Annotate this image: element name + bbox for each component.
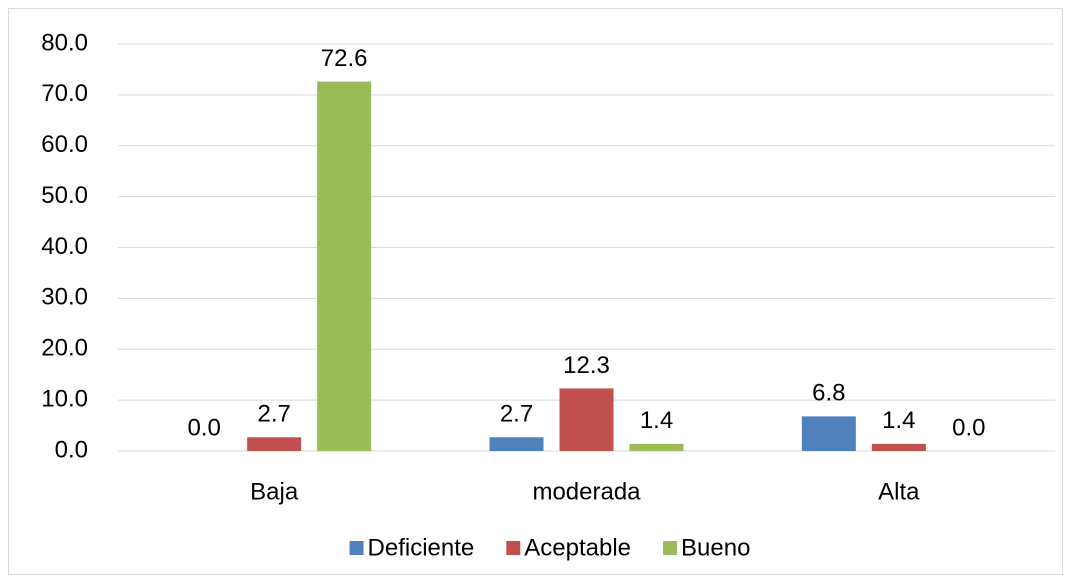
data-label: 0.0 <box>952 414 985 441</box>
x-tick-label: Alta <box>878 478 920 505</box>
x-tick-label: Baja <box>250 478 299 505</box>
legend-swatch <box>349 541 364 555</box>
y-tick-label: 80.0 <box>41 29 88 56</box>
bar <box>317 81 372 452</box>
data-label: 72.6 <box>321 45 368 72</box>
y-tick-label: 10.0 <box>41 385 88 412</box>
data-label: 0.0 <box>187 414 220 441</box>
x-tick-label: moderada <box>532 478 641 505</box>
chart-border <box>8 8 1063 575</box>
bar <box>559 388 614 451</box>
y-tick-label: 50.0 <box>41 182 88 209</box>
data-label: 1.4 <box>640 407 673 434</box>
y-tick-label: 70.0 <box>41 80 88 107</box>
bar <box>247 437 302 451</box>
bar <box>801 416 856 451</box>
data-label: 2.7 <box>257 401 290 428</box>
legend-label: Aceptable <box>524 534 631 561</box>
y-tick-label: 0.0 <box>55 436 88 463</box>
y-tick-label: 30.0 <box>41 284 88 311</box>
y-tick-label: 20.0 <box>41 335 88 362</box>
y-tick-label: 60.0 <box>41 131 88 158</box>
y-tick-label: 40.0 <box>41 233 88 260</box>
legend-swatch <box>506 541 521 555</box>
legend-swatch <box>663 541 678 555</box>
legend-label: Bueno <box>681 534 750 561</box>
data-label: 6.8 <box>812 380 845 407</box>
data-label: 2.7 <box>500 401 533 428</box>
bar <box>629 443 684 451</box>
bar <box>489 437 544 451</box>
legend-label: Deficiente <box>368 534 475 561</box>
data-label: 12.3 <box>563 352 610 379</box>
bar <box>871 443 926 451</box>
data-label: 1.4 <box>882 407 915 434</box>
